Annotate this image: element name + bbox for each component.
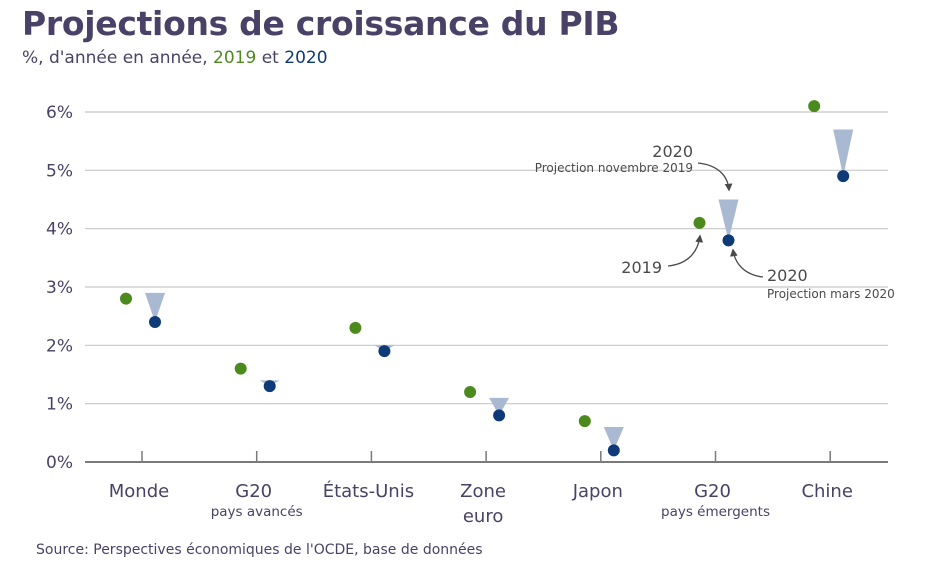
source-note: Source: Perspectives économiques de l'OC… [36, 542, 483, 558]
dot-2019 [808, 100, 821, 113]
x-category-label: Zone [460, 481, 506, 502]
subtitle-units: %, d'année en année, [22, 48, 208, 68]
annotation-nov-year: 2020 [652, 142, 693, 161]
annotation-nov-label: Projection novembre 2019 [535, 161, 693, 175]
dot-2019 [693, 216, 706, 229]
x-category-label: Japon [572, 481, 623, 502]
y-axis-ticks: 0% 1% 2% 3% 4% 5% 6% [46, 103, 73, 473]
dot-2020 [263, 380, 276, 393]
x-category-label: Chine [801, 481, 852, 502]
x-axis [85, 451, 888, 463]
x-category-label: États-Unis [323, 480, 414, 502]
chart-title: Projections de croissance du PIB [22, 4, 620, 43]
annotation-mar-label: Projection mars 2020 [767, 287, 895, 301]
x-category-label: G20 [235, 481, 272, 502]
y-tick-label: 6% [46, 103, 73, 123]
y-tick-label: 3% [46, 278, 73, 298]
y-tick-label: 1% [46, 395, 73, 415]
annotation-2019-label: 2019 [621, 258, 662, 277]
x-category-sublabel: pays avancés [211, 504, 303, 520]
y-tick-label: 4% [46, 220, 73, 240]
dot-2019 [464, 386, 477, 398]
dot-2020 [837, 170, 850, 183]
y-tick-label: 2% [46, 336, 73, 356]
dot-2020 [149, 316, 161, 328]
subtitle-2020: 2020 [284, 48, 328, 68]
nov-2019-projection-triangle [718, 199, 739, 241]
dot-2019 [349, 321, 362, 334]
x-axis-labels: Monde G20 pays avancés États-Unis Zone euro Ja… [109, 480, 853, 527]
annotation-mar-year: 2020 [767, 266, 808, 285]
x-category-sublabel: pays émergents [661, 504, 770, 520]
gridlines [85, 111, 888, 405]
dot-2019 [578, 415, 591, 428]
nov-2019-projection-triangle [489, 397, 510, 416]
dot-2019 [234, 362, 247, 375]
dot-2019 [120, 292, 132, 305]
annotations: 2020 Projection novembre 2019 2019 2020 … [535, 142, 895, 301]
dot-2020 [378, 345, 391, 358]
dot-2020 [607, 444, 620, 457]
y-tick-label: 5% [46, 161, 73, 181]
subtitle-2019: 2019 [213, 48, 257, 68]
x-category-label: G20 [694, 481, 731, 502]
annotation-2019-arrow [667, 234, 704, 267]
nov-2019-projection-triangle [603, 427, 624, 451]
subtitle-et: et [261, 48, 279, 68]
nov-2019-projection-triangle [145, 292, 165, 322]
x-category-label: Monde [109, 481, 169, 502]
dot-2020 [493, 409, 506, 422]
y-tick-label: 0% [46, 453, 73, 473]
nov-2019-projection-triangle [833, 129, 854, 177]
annotation-mar-arrow [730, 248, 764, 278]
x-category-label-line2: euro [463, 506, 504, 527]
data-marks [120, 100, 854, 457]
annotation-nov-arrow [697, 162, 733, 192]
chart-subtitle: %, d'année en année, 2019 et 2020 [22, 48, 328, 68]
dot-2020 [722, 234, 735, 247]
